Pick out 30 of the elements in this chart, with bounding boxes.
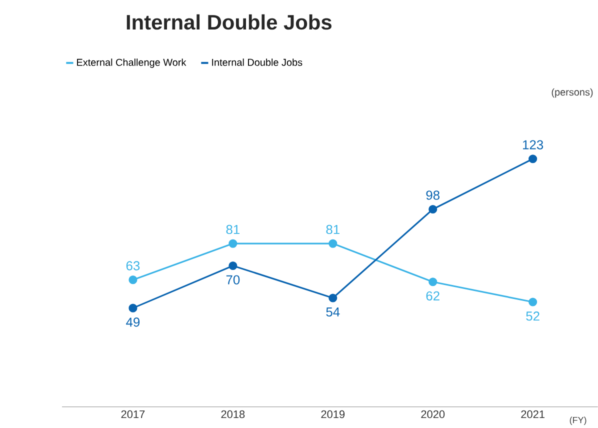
point: [228, 261, 238, 270]
x-tick-label: 2019: [321, 410, 345, 418]
x-tick-label: 2017: [121, 410, 145, 418]
text: (persons): [552, 88, 593, 98]
text: (FY): [570, 416, 586, 425]
point: [528, 154, 538, 163]
point: [528, 298, 538, 306]
data-label: 70: [226, 275, 240, 284]
point: [228, 239, 238, 248]
data-label: 54: [326, 307, 340, 316]
point: [128, 304, 138, 312]
x-tick-label: 2021: [521, 410, 544, 418]
data-label: 98: [426, 190, 440, 200]
legend-label: External Challenge Work: [77, 58, 186, 68]
point: [328, 294, 338, 302]
data-label: 123: [523, 140, 544, 150]
x-tick-label: 2020: [421, 410, 445, 418]
legend-label: Internal Double Jobs: [212, 58, 302, 66]
data-label: 63: [126, 261, 140, 270]
x-tick-label: 2018: [221, 410, 245, 418]
point: [428, 204, 438, 214]
chart-title: Internal Double Jobs: [126, 14, 332, 30]
data-label: 49: [126, 317, 140, 327]
point: [428, 277, 438, 286]
data-label: 52: [526, 311, 540, 320]
point: [128, 275, 138, 284]
data-label: 62: [426, 291, 440, 300]
data-label: 81: [226, 224, 240, 234]
data-label: 81: [326, 224, 340, 234]
point: [328, 239, 338, 248]
